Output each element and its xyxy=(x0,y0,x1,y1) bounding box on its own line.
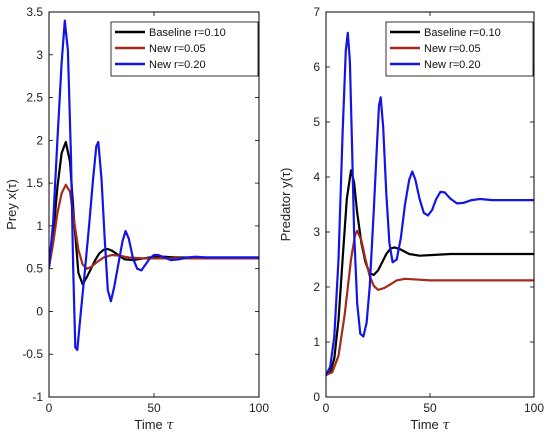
legend: Baseline r=0.10 New r=0.05 New r=0.20 xyxy=(385,21,534,77)
y-tick-label: -0.5 xyxy=(22,347,43,361)
series-line-2 xyxy=(49,183,259,270)
y-tick-label: 1 xyxy=(313,335,320,349)
x-axis-label: Time τ xyxy=(410,417,450,433)
series-line-2 xyxy=(326,229,534,377)
series-line-3 xyxy=(326,31,534,377)
legend-entry-label: Baseline r=0.10 xyxy=(149,27,226,39)
series-line-3 xyxy=(49,19,259,351)
y-tick-label: 3.5 xyxy=(26,5,43,19)
legend-entry-label: Baseline r=0.10 xyxy=(424,27,501,39)
x-tick-label: 100 xyxy=(524,401,544,415)
y-tick-label: 1.5 xyxy=(26,176,43,190)
y-tick-label: 2 xyxy=(36,133,43,147)
x-tick-label: 0 xyxy=(46,401,53,415)
x-tick-label: 50 xyxy=(147,401,161,415)
chart-panel-1: 0 50 100 -1 -0.5 0 0.5 1 1.5 2 2.5 3 3.5 Time τ Prey x… xyxy=(4,5,269,433)
legend-entry-label: New r=0.20 xyxy=(149,59,206,71)
y-tick-label: 3 xyxy=(36,48,43,62)
series-line-1 xyxy=(49,140,259,286)
legend-entry-label: New r=0.05 xyxy=(149,43,206,55)
legend-entry-label: New r=0.05 xyxy=(424,43,481,55)
y-tick-label: 6 xyxy=(313,60,320,74)
y-axis-label: Prey x(τ) xyxy=(4,179,19,230)
y-tick-label: 1 xyxy=(36,219,43,233)
y-tick-label: -1 xyxy=(32,390,43,404)
x-tick-label: 100 xyxy=(249,401,269,415)
y-tick-label: 4 xyxy=(313,170,320,184)
y-tick-label: 7 xyxy=(313,5,320,19)
legend: Baseline r=0.10 New r=0.05 New r=0.20 xyxy=(110,21,259,77)
y-tick-label: 2 xyxy=(313,280,320,294)
y-axis-label: Predator y(τ) xyxy=(278,168,293,242)
y-tick-label: 5 xyxy=(313,115,320,129)
y-tick-label: 0 xyxy=(36,304,43,318)
chart-panel-2: 0 50 100 0 1 2 3 4 5 6 7 Time τ Predator y(τ) Baselin… xyxy=(278,5,544,433)
x-axis-label: Time τ xyxy=(134,417,174,433)
y-tick-label: 2.5 xyxy=(26,91,43,105)
x-tick-label: 50 xyxy=(423,401,437,415)
y-tick-label: 3 xyxy=(313,225,320,239)
y-tick-label: 0.5 xyxy=(26,262,43,276)
series-line-1 xyxy=(326,169,534,377)
x-tick-label: 0 xyxy=(323,401,330,415)
legend-entry-label: New r=0.20 xyxy=(424,59,481,71)
y-tick-label: 0 xyxy=(313,390,320,404)
